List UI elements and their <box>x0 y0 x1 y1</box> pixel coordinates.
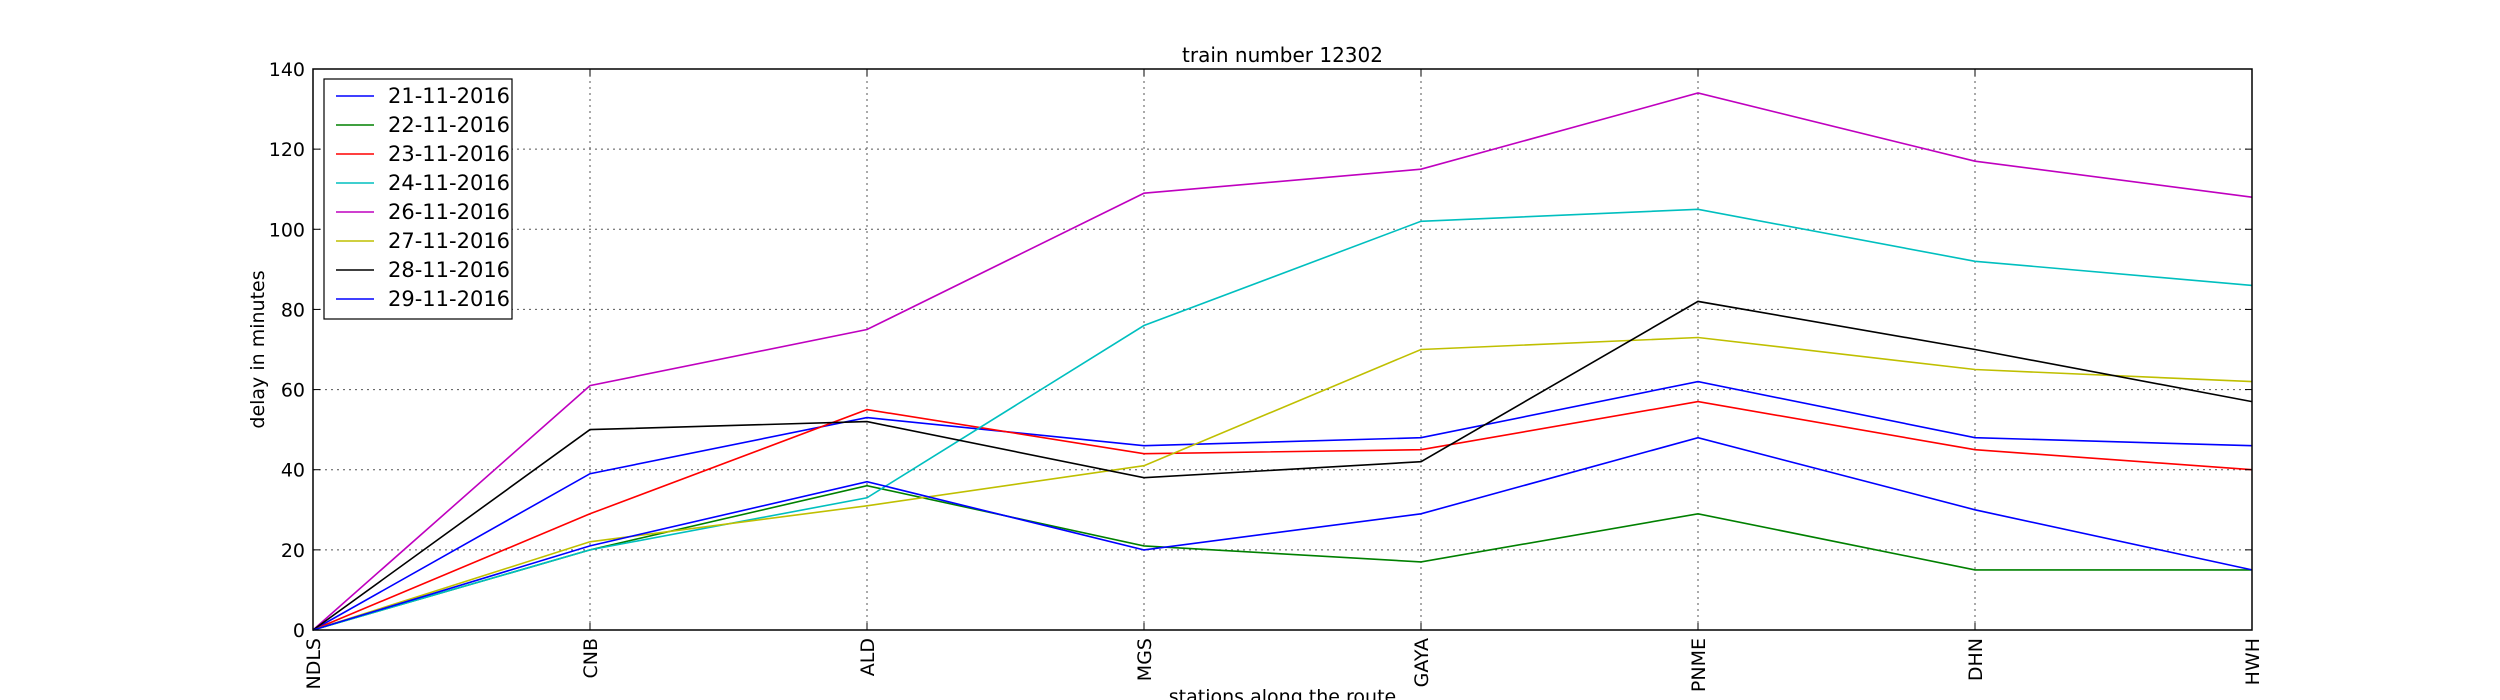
legend-label: 21-11-2016 <box>388 84 510 108</box>
series-line-22-11-2016 <box>312 484 2252 631</box>
legend-box <box>323 78 513 320</box>
x-tick-label: DHN <box>1965 638 1987 681</box>
series-line-26-11-2016 <box>312 92 2253 631</box>
legend: 21-11-2016 22-11-2016 23-11-2016 24-11-2016… <box>323 78 513 320</box>
series-line-28-11-2016 <box>312 300 2253 631</box>
x-tick-label: MGS <box>1134 638 1156 681</box>
y-tick-label: 120 <box>269 139 305 161</box>
series-lines <box>312 92 2253 631</box>
legend-label: 24-11-2016 <box>388 171 510 195</box>
x-tick-label: NDLS <box>303 638 325 690</box>
legend-label: 28-11-2016 <box>388 258 510 282</box>
x-axis-label: stations along the route <box>1169 686 1396 700</box>
plot-area-frame <box>312 68 2253 631</box>
grid-lines <box>312 68 2253 631</box>
x-tick-label: HWH <box>2242 638 2264 685</box>
x-tick-label: ALD <box>857 638 879 676</box>
legend-label: 23-11-2016 <box>388 142 510 166</box>
series-line-21-11-2016 <box>312 380 2253 631</box>
y-tick-label: 100 <box>269 219 305 241</box>
y-tick-label: 80 <box>281 299 305 321</box>
y-tick-label: 140 <box>269 59 305 81</box>
x-tick-label: CNB <box>580 638 602 679</box>
y-tick-label: 20 <box>281 540 305 562</box>
y-tick-label: 0 <box>293 620 305 642</box>
series-line-23-11-2016 <box>312 400 2253 631</box>
axis-ticks: 0 20 40 60 80 100 120 140 NDLS CNB ALD MGS GAYA PNME D… <box>269 59 2264 692</box>
series-line-24-11-2016 <box>312 208 2253 631</box>
legend-label: 26-11-2016 <box>388 200 510 224</box>
y-tick-label: 40 <box>281 460 305 482</box>
x-tick-label: PNME <box>1688 638 1710 692</box>
chart-title: train number 12302 <box>1182 43 1383 67</box>
legend-label: 22-11-2016 <box>388 113 510 137</box>
series-line-29-11-2016 <box>312 436 2253 631</box>
series-line-27-11-2016 <box>312 336 2253 631</box>
y-tick-label: 60 <box>281 380 305 402</box>
y-axis-label: delay in minutes <box>247 270 269 428</box>
legend-label: 27-11-2016 <box>388 229 510 253</box>
x-tick-label: GAYA <box>1411 638 1433 687</box>
legend-label: 29-11-2016 <box>388 287 510 311</box>
